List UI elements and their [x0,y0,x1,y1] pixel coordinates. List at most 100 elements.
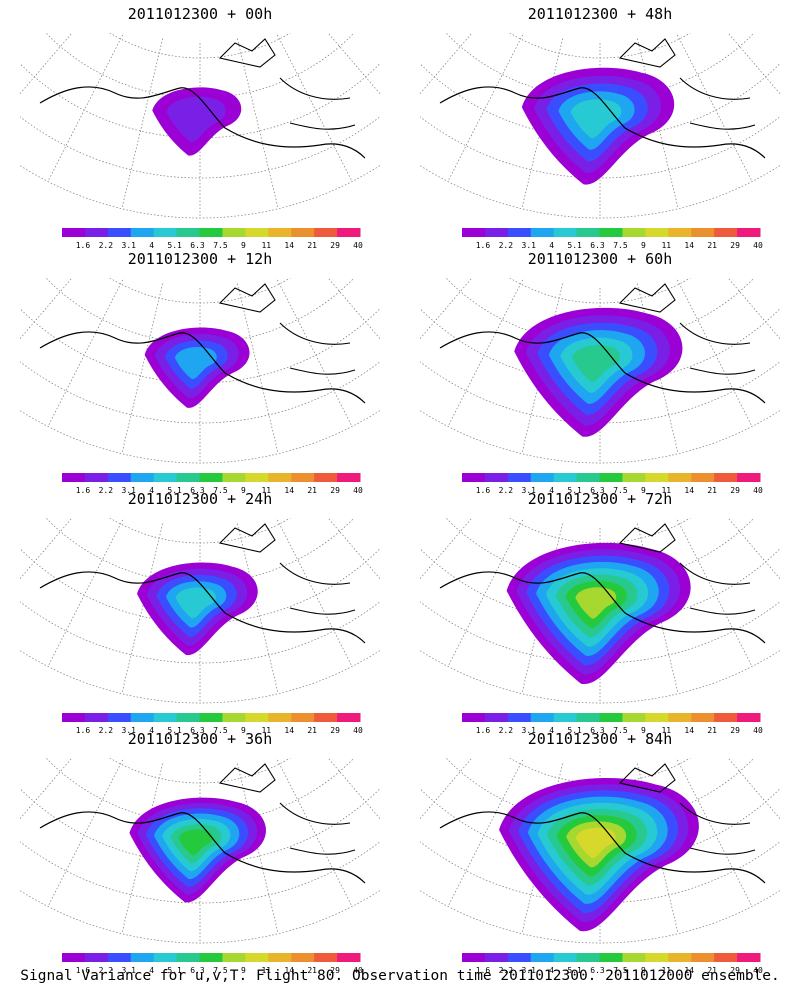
coastline [679,802,756,855]
variance-contour [175,587,216,619]
colorbar-swatch [245,228,269,237]
coastline [218,523,276,553]
colorbar-tick-label: 6.3 [590,726,605,735]
colorbar-tick-label: 21 [307,486,317,495]
colorbar-tick-label: 21 [307,726,317,735]
colorbar-swatch [222,473,246,482]
coastline [679,562,756,615]
coastline [618,523,676,553]
colorbar-tick-label: 6.3 [590,486,605,495]
colorbar-tick-label: 5.1 [167,486,182,495]
meridian-line [729,758,780,805]
meridian-line [47,33,124,182]
colorbar-swatch [222,953,246,962]
colorbar-tick-label: 7.5 [613,241,628,250]
meridian-line [20,278,73,340]
coastline [679,77,756,130]
variance-field [144,327,250,408]
colorbar-tick-label: 6.3 [590,966,605,975]
variance-contour [575,587,617,619]
colorbar-swatch [176,228,201,237]
colorbar-swatch [462,713,486,722]
meridian-line [237,283,279,454]
colorbar-tick-label: 29 [330,241,340,250]
colorbar-swatch [645,953,669,962]
colorbar-tick-label: 1.6 [76,966,91,975]
colorbar-swatch [507,228,532,237]
meridian-line [20,518,73,580]
colorbar-swatch [507,953,532,962]
colorbar-tick-label: 40 [753,726,763,735]
colorbar-tick-label: 4 [549,966,554,975]
meridian-line [676,33,753,182]
variance-field [521,67,675,185]
colorbar-swatch [484,953,509,962]
meridian-line [276,278,353,427]
meridian-line [329,33,380,80]
colorbar-tick-label: 3.1 [522,966,537,975]
latitude-circle [20,410,380,464]
colorbar-tick-label: 3.1 [522,726,537,735]
meridian-line [420,33,471,80]
colorbar-swatch [645,473,669,482]
colorbar-swatch [176,473,201,482]
colorbar-tick-label: 3.1 [122,726,137,735]
colorbar-swatch [645,228,669,237]
colorbar-swatch [268,713,292,722]
colorbar-swatch [130,953,155,962]
colorbar-swatch [576,473,601,482]
colorbar-swatch [84,228,109,237]
coastline [618,283,676,313]
latitude-circle [420,890,780,944]
colorbar-swatch [314,713,338,722]
colorbar-tick-label: 9 [641,486,646,495]
meridian-line [420,758,473,820]
panel-title: 2011012300 + 24h [127,490,273,508]
coastline [218,38,276,68]
colorbar-swatch [62,713,86,722]
meridian-line [729,33,780,80]
colorbar-swatch [107,953,132,962]
meridian-line [327,33,380,95]
colorbar-swatch [245,713,269,722]
coastline [439,811,766,884]
variance-field [152,87,242,156]
polar-map [420,278,780,464]
colorbar-swatch [530,953,555,962]
colorbar-swatch [714,953,738,962]
meridian-line [729,278,780,325]
colorbar-swatch [530,473,555,482]
coastline [279,562,356,615]
coastline [279,802,356,855]
meridian-line [20,33,73,95]
polar-map [20,278,380,464]
variance-field [129,797,266,903]
panel-72h: 2011012300 + 72h 1.6 2.2 3.1 4 5.1 6.3 7.5 9 11 1… [400,490,800,735]
colorbar-swatch [84,713,109,722]
colorbar-tick-label: 1.6 [76,486,91,495]
meridian-line [121,283,163,454]
colorbar-tick-label: 14 [284,726,294,735]
colorbar-swatch [462,473,486,482]
colorbar-tick-label: 2.2 [99,726,114,735]
colorbar-swatch [645,713,669,722]
colorbar-tick-label: 4 [549,241,554,250]
colorbar-tick-label: 40 [753,241,763,250]
panel-title: 2011012300 + 72h [527,490,673,508]
colorbar-swatch [268,473,292,482]
meridian-line [20,758,73,820]
colorbar-swatch [714,473,738,482]
coastline [39,86,366,159]
colorbar-tick-label: 6.3 [590,241,605,250]
colorbar-swatch [668,713,692,722]
variance-contour [575,827,616,859]
colorbar-swatch [484,473,509,482]
colorbar-tick-label: 40 [353,966,363,975]
colorbar-swatch [599,228,623,237]
meridian-line [237,38,279,209]
meridian-line [676,278,753,427]
colorbar-tick-label: 11 [261,966,271,975]
colorbar-swatch [130,713,155,722]
colorbar-tick-label: 5.1 [567,241,582,250]
colorbar-tick-label: 11 [261,726,271,735]
